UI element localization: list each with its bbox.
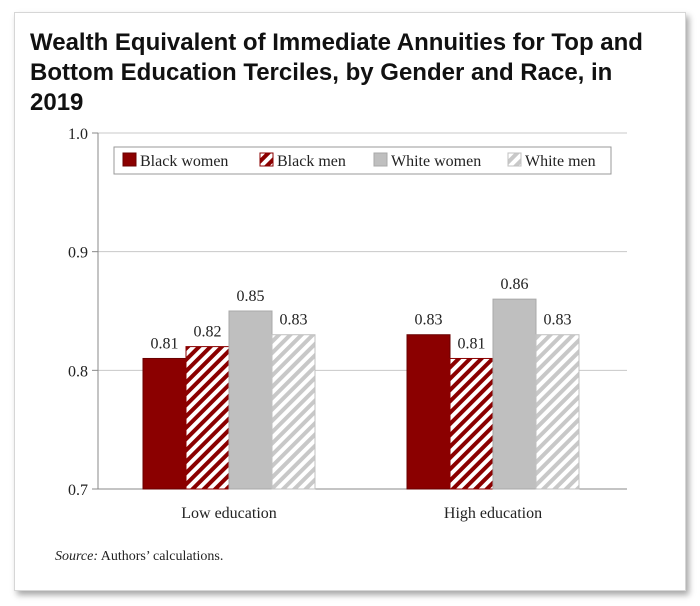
- bar: [535, 334, 580, 490]
- data-label: 0.82: [194, 324, 222, 341]
- bar: [449, 357, 494, 490]
- source-text: Authors’ calculations.: [98, 549, 224, 564]
- data-label: 0.85: [237, 288, 265, 305]
- x-tick-label: High education: [444, 505, 542, 522]
- x-tick-labels: Low education High education: [181, 505, 542, 522]
- legend-swatch: [122, 152, 137, 167]
- bar: [406, 334, 451, 490]
- y-tick-label: 0.9: [68, 245, 88, 262]
- x-tick-label: Low education: [181, 505, 277, 522]
- data-label: 0.83: [415, 312, 443, 329]
- legend-swatch: [259, 152, 274, 167]
- chart-title-line-1: Wealth Equivalent of Immediate Annuities…: [30, 29, 643, 56]
- legend: Black women Black men White women White men: [113, 146, 612, 175]
- y-tick-label: 0.7: [68, 482, 88, 499]
- y-tick-label: 1.0: [68, 126, 88, 143]
- chart-frame: [14, 12, 686, 591]
- data-label: 0.83: [544, 312, 572, 329]
- bar: [142, 357, 187, 490]
- bars: [142, 298, 580, 490]
- bar: [185, 346, 230, 490]
- legend-label: White men: [525, 153, 596, 170]
- data-label: 0.83: [280, 312, 308, 329]
- legend-label: Black men: [277, 153, 346, 170]
- legend-label: White women: [391, 153, 481, 170]
- bar: [492, 298, 537, 490]
- data-label: 0.86: [501, 276, 529, 293]
- data-label: 0.81: [151, 335, 179, 352]
- legend-label: Black women: [140, 153, 228, 170]
- legend-swatch: [507, 152, 522, 167]
- bar: [271, 334, 316, 490]
- bar: [228, 310, 273, 490]
- legend-swatch: [373, 152, 388, 167]
- legend-box: [113, 146, 612, 175]
- data-labels: 0.81 0.82 0.85 0.83 0.83 0.81 0.86 0.83: [151, 276, 572, 352]
- source-note: Source: Authors’ calculations.: [55, 549, 223, 565]
- y-tick-labels: 0.7 0.8 0.9 1.0: [68, 126, 88, 499]
- chart-title: Wealth Equivalent of Immediate Annuities…: [30, 28, 670, 118]
- y-tick-label: 0.8: [68, 363, 88, 380]
- chart-title-line-2: Bottom Education Terciles, by Gender and…: [30, 59, 613, 116]
- data-label: 0.81: [458, 335, 486, 352]
- source-label: Source:: [55, 549, 99, 564]
